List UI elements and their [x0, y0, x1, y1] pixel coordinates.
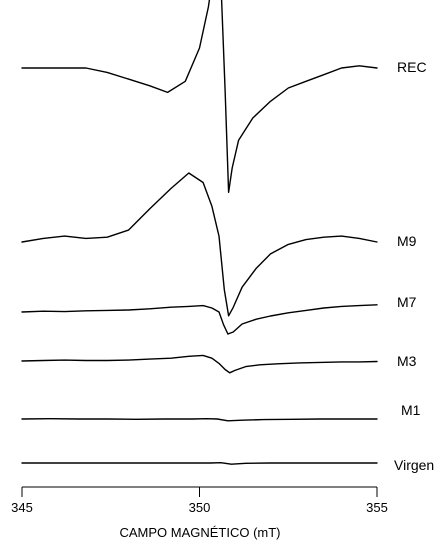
series-line-virgen — [21, 462, 378, 465]
series-label-m1: M1 — [401, 402, 421, 418]
x-tick-label-355: 355 — [366, 500, 388, 515]
series-labels-group: REC M9 M7 M3 M1 Virgen — [394, 59, 434, 473]
series-label-m7: M7 — [397, 294, 417, 310]
series-label-rec: REC — [397, 59, 427, 75]
series-label-virgen: Virgen — [394, 457, 434, 473]
series-line-m9 — [21, 172, 378, 317]
series-line-rec — [21, 0, 378, 193]
x-tick-label-345: 345 — [11, 500, 33, 515]
series-line-m7 — [21, 304, 378, 335]
x-axis-label: CAMPO MAGNÉTICO (mT) — [119, 525, 280, 540]
x-axis-ticks-group: 345 350 355 — [11, 487, 388, 515]
series-label-m3: M3 — [397, 353, 417, 369]
x-tick-label-350: 350 — [189, 500, 211, 515]
series-label-m9: M9 — [397, 233, 417, 249]
traces-group — [21, 0, 378, 465]
series-line-m3 — [21, 354, 378, 374]
series-line-m1 — [21, 418, 378, 422]
